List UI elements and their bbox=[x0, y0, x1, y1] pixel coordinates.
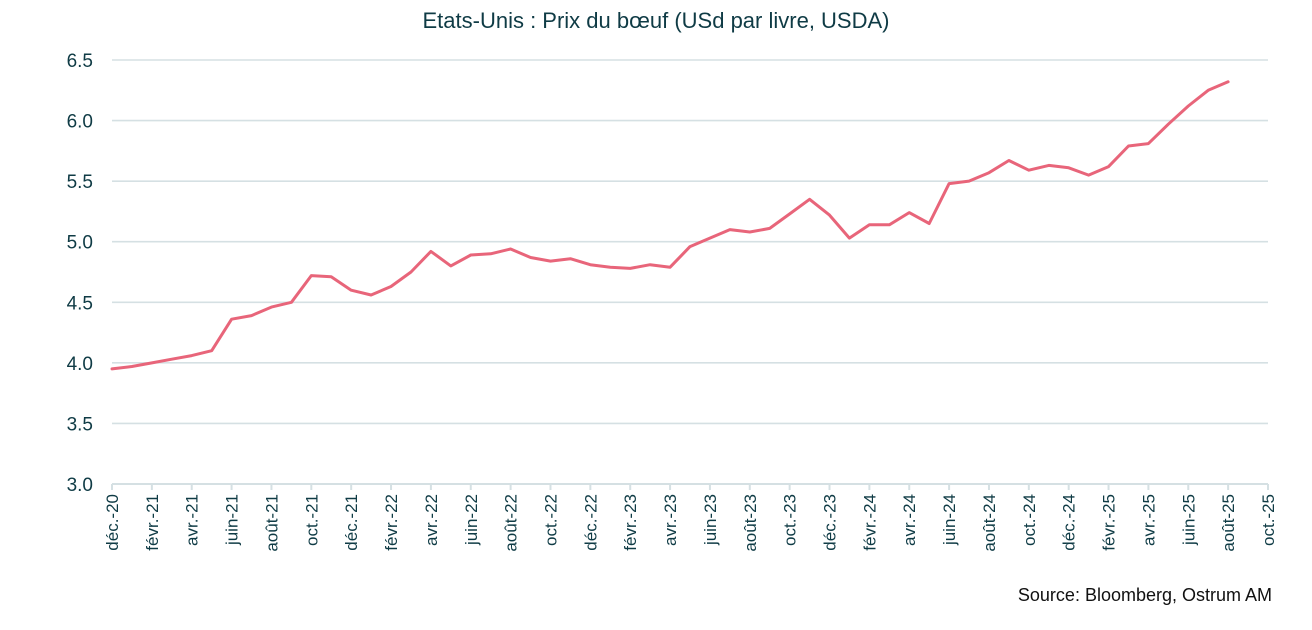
x-tick-label: juin-24 bbox=[940, 494, 959, 546]
x-tick-label: déc.-24 bbox=[1060, 494, 1079, 551]
x-tick-label: juin-22 bbox=[462, 494, 481, 546]
x-tick-label: oct.-22 bbox=[541, 494, 560, 546]
y-tick-label: 3.5 bbox=[67, 414, 93, 435]
x-tick-label: août-22 bbox=[502, 494, 521, 552]
y-tick-label: 4.5 bbox=[67, 293, 93, 314]
chart-title: Etats-Unis : Prix du bœuf (USd par livre… bbox=[422, 8, 890, 33]
x-tick-label: août-24 bbox=[980, 494, 999, 552]
x-tick-label: juin-25 bbox=[1179, 494, 1198, 546]
y-axis: 3.0 3.5 4.0 4.5 5.0 5.5 6.0 6.5 bbox=[67, 51, 93, 496]
x-tick-label: févr.-25 bbox=[1100, 494, 1119, 551]
x-tick-label: févr.-24 bbox=[860, 494, 879, 551]
x-tick-label: févr.-21 bbox=[143, 494, 162, 551]
x-tick-label: oct.-24 bbox=[1020, 494, 1039, 546]
x-tick-label: avr.-22 bbox=[422, 494, 441, 546]
x-tick-label: août-23 bbox=[741, 494, 760, 552]
gridlines bbox=[112, 59, 1268, 485]
y-tick-label: 3.0 bbox=[67, 475, 93, 496]
y-tick-label: 4.0 bbox=[67, 354, 93, 375]
x-tick-label: avr.-24 bbox=[900, 494, 919, 546]
x-tick-label: août-21 bbox=[262, 494, 281, 552]
x-tick-label: avr.-25 bbox=[1139, 494, 1158, 546]
x-tick-label: avr.-21 bbox=[183, 494, 202, 546]
beef-price-line bbox=[110, 80, 1230, 371]
x-tick-label: déc.-20 bbox=[103, 494, 122, 551]
x-tick-label: déc.-23 bbox=[821, 494, 840, 551]
x-tick-label: oct.-21 bbox=[302, 494, 321, 546]
x-tick-label: juin-21 bbox=[223, 494, 242, 546]
x-axis: déc.-20 févr.-21 avr.-21 juin-21 août-21 oct.… bbox=[103, 484, 1278, 552]
x-tick-label: août-25 bbox=[1219, 494, 1238, 552]
x-tick-label: avr.-23 bbox=[661, 494, 680, 546]
y-tick-label: 6.0 bbox=[67, 112, 93, 133]
x-tick-label: févr.-22 bbox=[382, 494, 401, 551]
y-tick-label: 5.0 bbox=[67, 233, 93, 254]
x-tick-label: oct.-23 bbox=[781, 494, 800, 546]
y-tick-label: 5.5 bbox=[67, 172, 93, 193]
x-tick-label: déc.-22 bbox=[581, 494, 600, 551]
y-tick-label: 6.5 bbox=[67, 51, 93, 72]
x-tick-label: déc.-21 bbox=[342, 494, 361, 551]
x-tick-label: juin-23 bbox=[701, 494, 720, 546]
x-tick-label: oct.-25 bbox=[1259, 494, 1278, 546]
source-note: Source: Bloomberg, Ostrum AM bbox=[1017, 585, 1272, 605]
x-tick-label: févr.-23 bbox=[621, 494, 640, 551]
